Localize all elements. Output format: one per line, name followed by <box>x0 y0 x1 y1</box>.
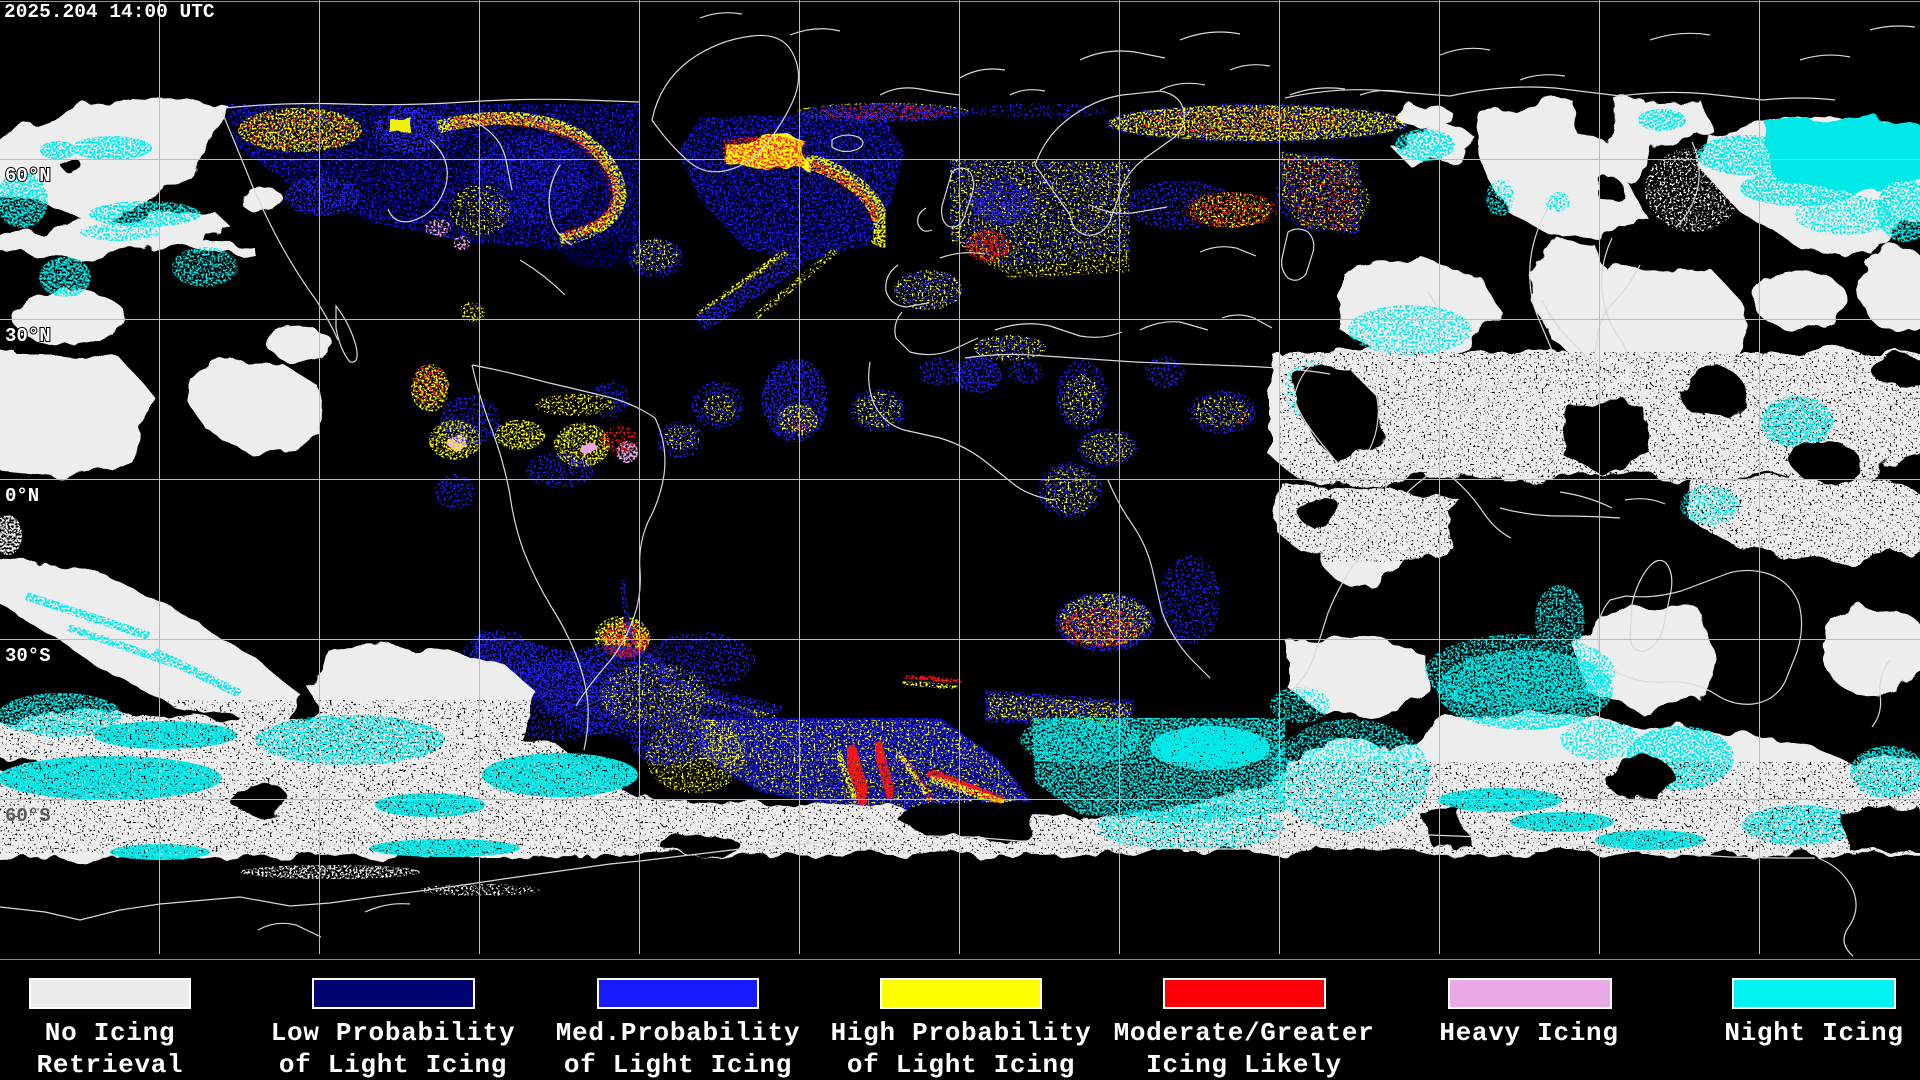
svg-text:Night Icing: Night Icing <box>1724 1018 1903 1048</box>
svg-text:Retrieval: Retrieval <box>37 1050 184 1080</box>
svg-text:No Icing: No Icing <box>45 1018 175 1048</box>
svg-text:of Light Icing: of Light Icing <box>279 1050 507 1080</box>
svg-text:60°S: 60°S <box>5 805 51 827</box>
svg-text:30°S: 30°S <box>5 645 51 667</box>
svg-text:of Light Icing: of Light Icing <box>564 1050 792 1080</box>
svg-text:Low Probability: Low Probability <box>271 1018 516 1048</box>
svg-text:Med.Probability: Med.Probability <box>556 1018 801 1048</box>
svg-text:Icing Likely: Icing Likely <box>1146 1050 1342 1080</box>
svg-text:2025.204 14:00 UTC: 2025.204 14:00 UTC <box>4 1 215 23</box>
svg-text:of Light Icing: of Light Icing <box>847 1050 1075 1080</box>
svg-text:0°N: 0°N <box>5 485 39 507</box>
svg-text:60°N: 60°N <box>5 165 51 187</box>
svg-text:30°N: 30°N <box>5 325 51 347</box>
svg-text:Heavy Icing: Heavy Icing <box>1439 1018 1618 1048</box>
svg-text:High Probability: High Probability <box>831 1018 1092 1048</box>
svg-text:Moderate/Greater: Moderate/Greater <box>1114 1018 1375 1048</box>
